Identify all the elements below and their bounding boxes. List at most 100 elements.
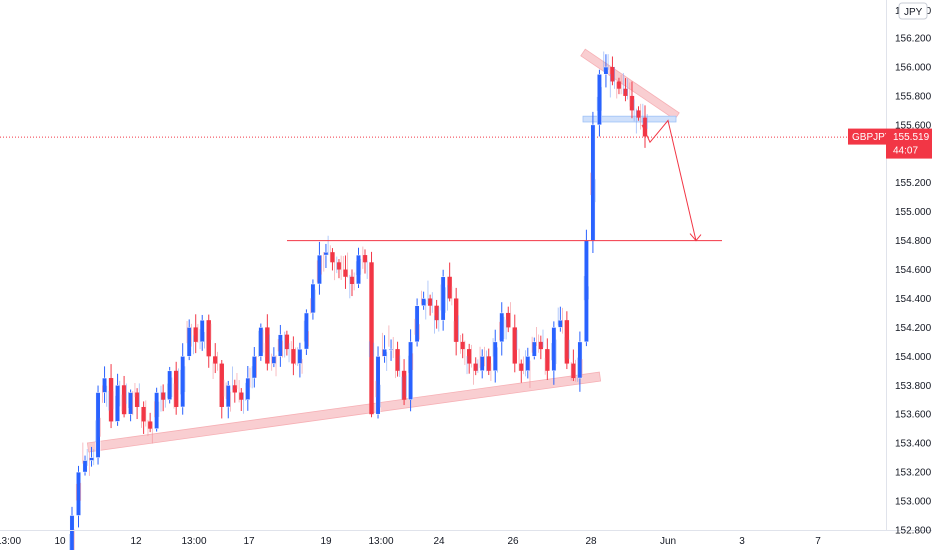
bullish-candle	[382, 348, 387, 357]
bearish-candle	[623, 88, 628, 96]
bullish-candle	[89, 457, 94, 461]
y-tick-label: 155.800	[895, 91, 932, 102]
bearish-candle	[147, 421, 153, 429]
drawings-front	[287, 119, 722, 242]
bullish-candle	[479, 356, 485, 372]
bullish-candle	[583, 240, 589, 343]
bearish-candle	[610, 67, 615, 82]
bearish-candle	[239, 392, 244, 400]
bullish-candle	[167, 370, 173, 400]
bearish-candle	[629, 95, 635, 111]
rising-support-trendline	[86, 371, 602, 453]
bearish-candle	[519, 363, 524, 371]
bearish-candle	[564, 320, 570, 364]
x-tick-label: 26	[507, 536, 519, 547]
projection-arrowhead	[689, 233, 702, 242]
bearish-candle	[108, 378, 114, 422]
y-tick-label: 153.000	[895, 497, 932, 508]
bearish-candle	[206, 320, 211, 357]
x-tick-label: Jun	[660, 536, 676, 547]
bearish-candle	[460, 341, 465, 350]
bearish-candle	[284, 334, 290, 350]
bullish-candle	[225, 385, 231, 408]
bearish-candle	[545, 349, 550, 371]
support-zone	[582, 115, 677, 123]
bullish-candle	[245, 377, 251, 400]
bearish-candle	[349, 276, 355, 285]
y-tick-label: 154.200	[895, 323, 932, 334]
symbol-badge-label: GBPJPY	[852, 132, 892, 143]
x-tick-label: 10	[54, 536, 66, 547]
bearish-candle	[486, 356, 491, 371]
y-tick-label: 155.200	[895, 178, 932, 189]
bearish-candle	[538, 341, 544, 350]
bullish-candle	[115, 385, 121, 422]
y-tick-label: 152.800	[895, 525, 932, 536]
y-tick-label: 153.600	[895, 410, 932, 421]
x-tick-label: 13:00	[181, 536, 206, 547]
bullish-candle	[492, 341, 498, 372]
bearish-candle	[506, 312, 511, 328]
bullish-candle	[414, 305, 420, 343]
projection-path	[641, 119, 697, 241]
bearish-candle	[571, 363, 576, 379]
bullish-candle	[199, 319, 205, 343]
bearish-candle	[642, 117, 648, 137]
bullish-candle	[388, 348, 394, 351]
x-tick-label: 13:00	[368, 536, 393, 547]
bearish-candle	[369, 262, 374, 415]
bearish-candle	[466, 349, 472, 364]
bullish-candle	[310, 283, 316, 314]
last-price-label: 155.519	[893, 132, 930, 143]
bullish-candle	[297, 348, 303, 364]
bullish-candle	[154, 392, 160, 429]
y-tick-label: 155.600	[895, 120, 932, 131]
price-badge	[886, 128, 932, 159]
bullish-candle	[525, 356, 531, 372]
bearish-candle	[232, 385, 237, 393]
bearish-candle	[473, 363, 478, 371]
y-tick-label: 155.000	[895, 207, 932, 218]
bearish-candle	[173, 370, 179, 407]
x-tick-label: 7	[815, 536, 821, 547]
y-tick-label: 153.800	[895, 381, 932, 392]
bullish-candle	[323, 251, 329, 256]
y-tick-label: 154.600	[895, 265, 932, 276]
symbol-badge	[848, 128, 886, 145]
bullish-candle	[421, 298, 427, 306]
bullish-candle	[375, 356, 381, 415]
bullish-candle	[603, 66, 609, 75]
x-tick-label: 28	[585, 536, 597, 547]
bullish-candle	[277, 334, 283, 357]
bullish-candle	[440, 276, 446, 321]
currency-label: JPY	[904, 7, 923, 18]
bullish-candle	[596, 73, 602, 126]
y-tick-label: 154.800	[895, 236, 932, 247]
currency-box	[898, 2, 928, 20]
bullish-candle	[258, 327, 264, 357]
bearish-candle	[512, 327, 517, 364]
bearish-candle	[330, 252, 335, 263]
y-tick-label: 156.000	[895, 63, 932, 74]
bullish-candle	[82, 460, 88, 473]
bullish-candle	[531, 341, 537, 357]
bearish-candle	[219, 363, 224, 407]
bullish-candle	[102, 377, 108, 393]
bullish-candle	[557, 319, 563, 328]
bearish-candle	[141, 406, 146, 422]
bearish-candle	[401, 370, 407, 400]
bullish-candle	[577, 341, 583, 379]
bearish-candle	[395, 349, 400, 371]
bullish-candle	[499, 312, 505, 343]
y-tick-label: 154.400	[895, 294, 932, 305]
y-tick-label: 153.400	[895, 439, 932, 450]
bearish-candle	[121, 385, 127, 415]
bullish-candle	[356, 254, 361, 285]
x-tick-label: 3	[739, 536, 745, 547]
bearish-candle	[134, 392, 140, 407]
bullish-candle	[303, 312, 309, 350]
y-tick-label: 156.200	[895, 34, 932, 45]
bullish-candle	[551, 327, 557, 372]
